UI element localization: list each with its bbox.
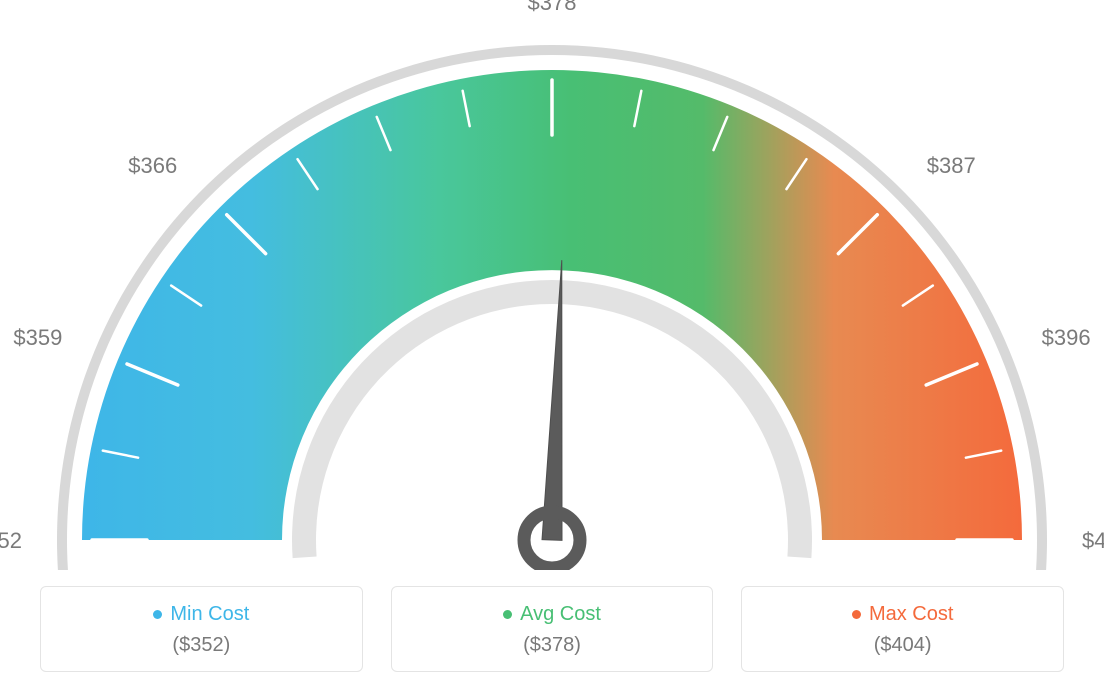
legend-value-avg: ($378) xyxy=(392,634,713,657)
gauge-svg: $352 $359 $366 $378 $387 $396 $404 xyxy=(0,0,1104,570)
legend-title-label: Min Cost xyxy=(170,603,249,626)
svg-text:$404: $404 xyxy=(1082,528,1104,553)
legend-card-max: Max Cost ($404) xyxy=(741,586,1064,672)
dot-icon xyxy=(503,610,512,619)
svg-text:$396: $396 xyxy=(1042,325,1091,350)
legend-title-max: Max Cost xyxy=(852,603,953,626)
svg-text:$366: $366 xyxy=(128,153,177,178)
dot-icon xyxy=(153,610,162,619)
legend-card-avg: Avg Cost ($378) xyxy=(391,586,714,672)
svg-text:$352: $352 xyxy=(0,528,22,553)
legend-card-min: Min Cost ($352) xyxy=(40,586,363,672)
svg-text:$359: $359 xyxy=(13,325,62,350)
legend-title-avg: Avg Cost xyxy=(503,603,601,626)
legend-title-min: Min Cost xyxy=(153,603,249,626)
legend-title-label: Max Cost xyxy=(869,603,953,626)
svg-text:$378: $378 xyxy=(528,0,577,15)
cost-gauge: $352 $359 $366 $378 $387 $396 $404 xyxy=(0,0,1104,570)
legend-title-label: Avg Cost xyxy=(520,603,601,626)
legend-value-min: ($352) xyxy=(41,634,362,657)
legend-row: Min Cost ($352) Avg Cost ($378) Max Cost… xyxy=(40,586,1064,672)
dot-icon xyxy=(852,610,861,619)
svg-text:$387: $387 xyxy=(927,153,976,178)
legend-value-max: ($404) xyxy=(742,634,1063,657)
